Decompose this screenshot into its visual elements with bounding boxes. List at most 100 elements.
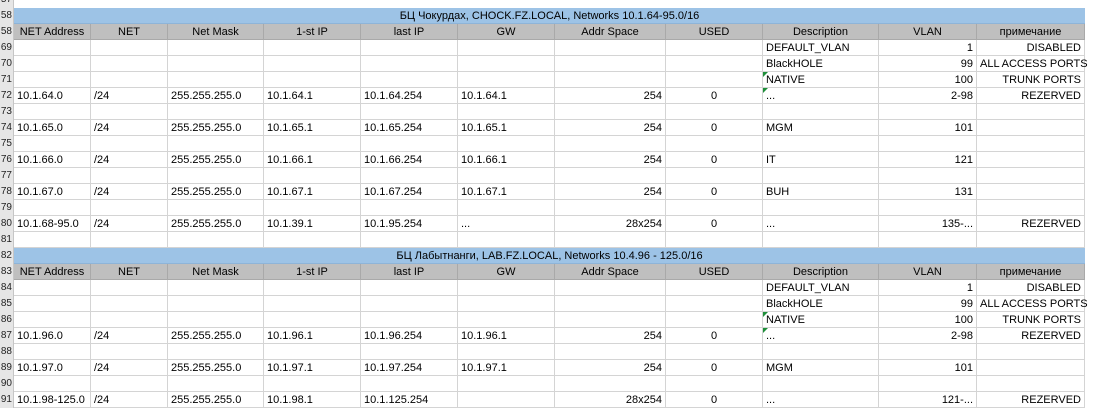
table-cell[interactable]: ... xyxy=(763,392,879,408)
table-cell[interactable] xyxy=(168,280,264,296)
table-cell[interactable] xyxy=(264,72,361,88)
table-cell[interactable]: /24 xyxy=(91,216,168,232)
row-number[interactable]: 72 xyxy=(0,88,14,104)
table-cell[interactable]: 254 xyxy=(555,152,666,168)
table-cell[interactable] xyxy=(14,232,91,248)
table-cell[interactable] xyxy=(458,312,555,328)
table-cell[interactable] xyxy=(361,168,458,184)
table-cell[interactable]: /24 xyxy=(91,184,168,200)
table-cell[interactable] xyxy=(555,72,666,88)
table-cell[interactable]: /24 xyxy=(91,328,168,344)
table-cell[interactable] xyxy=(14,376,91,392)
table-cell[interactable]: 121 xyxy=(879,152,977,168)
row-number[interactable]: 84 xyxy=(0,280,14,296)
table-cell[interactable]: 254 xyxy=(555,360,666,376)
table-cell[interactable] xyxy=(666,376,763,392)
table-cell[interactable]: 0 xyxy=(666,152,763,168)
table-cell[interactable] xyxy=(168,232,264,248)
table-cell[interactable] xyxy=(977,232,1085,248)
table-cell[interactable] xyxy=(879,344,977,360)
table-cell[interactable]: 10.1.66.254 xyxy=(361,152,458,168)
column-header[interactable]: USED xyxy=(666,264,763,280)
column-header[interactable]: NET Address xyxy=(14,24,91,40)
table-cell[interactable] xyxy=(458,168,555,184)
table-cell[interactable] xyxy=(763,104,879,120)
table-cell[interactable] xyxy=(555,312,666,328)
row-number[interactable]: 90 xyxy=(0,376,14,392)
table-cell[interactable]: REZERVED xyxy=(977,88,1085,104)
table-cell[interactable]: ALL ACCESS PORTS xyxy=(977,56,1088,72)
table-cell[interactable]: MGM xyxy=(763,360,879,376)
table-cell[interactable] xyxy=(361,40,458,56)
table-cell[interactable] xyxy=(264,136,361,152)
table-cell[interactable]: IT xyxy=(763,152,879,168)
table-cell[interactable] xyxy=(168,296,264,312)
table-cell[interactable] xyxy=(458,344,555,360)
table-cell[interactable]: 0 xyxy=(666,184,763,200)
table-cell[interactable]: 10.1.67.254 xyxy=(361,184,458,200)
table-cell[interactable] xyxy=(91,136,168,152)
row-number[interactable]: 79 xyxy=(0,200,14,216)
table-cell[interactable] xyxy=(14,56,91,72)
table-cell[interactable] xyxy=(555,40,666,56)
table-cell[interactable] xyxy=(168,136,264,152)
table-cell[interactable] xyxy=(361,344,458,360)
table-cell[interactable] xyxy=(555,104,666,120)
table-cell[interactable]: BlackHOLE xyxy=(763,296,879,312)
table-cell[interactable]: 100 xyxy=(879,312,977,328)
table-cell[interactable] xyxy=(361,376,458,392)
table-cell[interactable] xyxy=(555,376,666,392)
row-number[interactable]: 82 xyxy=(0,248,14,264)
table-cell[interactable]: 2-98 xyxy=(879,88,977,104)
table-cell[interactable]: 254 xyxy=(555,184,666,200)
table-cell[interactable] xyxy=(14,72,91,88)
table-cell[interactable]: 100 xyxy=(879,72,977,88)
table-cell[interactable]: 10.1.67.1 xyxy=(458,184,555,200)
table-cell[interactable] xyxy=(555,280,666,296)
column-header[interactable]: USED xyxy=(666,24,763,40)
table-cell[interactable] xyxy=(264,232,361,248)
table-cell[interactable] xyxy=(264,200,361,216)
table-cell[interactable] xyxy=(458,376,555,392)
table-cell[interactable]: DISABLED xyxy=(977,40,1085,56)
row-number[interactable]: 58 xyxy=(0,8,14,24)
table-cell[interactable] xyxy=(361,280,458,296)
column-header[interactable]: NET Address xyxy=(14,264,91,280)
table-cell[interactable] xyxy=(264,344,361,360)
table-cell[interactable] xyxy=(977,168,1085,184)
table-cell[interactable]: /24 xyxy=(91,392,168,408)
table-cell[interactable] xyxy=(666,232,763,248)
row-number[interactable]: 58 xyxy=(0,24,14,40)
column-header[interactable]: GW xyxy=(458,24,555,40)
table-cell[interactable] xyxy=(763,376,879,392)
table-cell[interactable] xyxy=(91,168,168,184)
table-cell[interactable]: 10.1.64.1 xyxy=(458,88,555,104)
table-cell[interactable] xyxy=(91,232,168,248)
table-cell[interactable]: REZERVED xyxy=(977,216,1085,232)
table-cell[interactable]: 28x254 xyxy=(555,392,666,408)
table-cell[interactable]: 28x254 xyxy=(555,216,666,232)
table-cell[interactable] xyxy=(264,104,361,120)
table-cell[interactable] xyxy=(168,168,264,184)
table-cell[interactable] xyxy=(555,168,666,184)
table-cell[interactable]: DEFAULT_VLAN xyxy=(763,40,879,56)
table-cell[interactable] xyxy=(458,56,555,72)
table-cell[interactable] xyxy=(763,344,879,360)
table-cell[interactable]: 255.255.255.0 xyxy=(168,360,264,376)
table-cell[interactable] xyxy=(977,104,1085,120)
table-cell[interactable]: 10.1.97.1 xyxy=(264,360,361,376)
table-cell[interactable]: 255.255.255.0 xyxy=(168,152,264,168)
row-number[interactable]: 75 xyxy=(0,136,14,152)
table-cell[interactable]: 101 xyxy=(879,360,977,376)
table-cell[interactable] xyxy=(555,296,666,312)
table-cell[interactable]: 10.1.97.1 xyxy=(458,360,555,376)
table-cell[interactable] xyxy=(977,376,1085,392)
table-cell[interactable] xyxy=(666,280,763,296)
row-number[interactable]: 87 xyxy=(0,328,14,344)
table-cell[interactable] xyxy=(264,168,361,184)
table-cell[interactable]: 10.1.64.1 xyxy=(264,88,361,104)
table-cell[interactable]: BlackHOLE xyxy=(763,56,879,72)
table-cell[interactable]: 10.1.67.1 xyxy=(264,184,361,200)
table-cell[interactable] xyxy=(977,120,1085,136)
table-cell[interactable] xyxy=(666,344,763,360)
